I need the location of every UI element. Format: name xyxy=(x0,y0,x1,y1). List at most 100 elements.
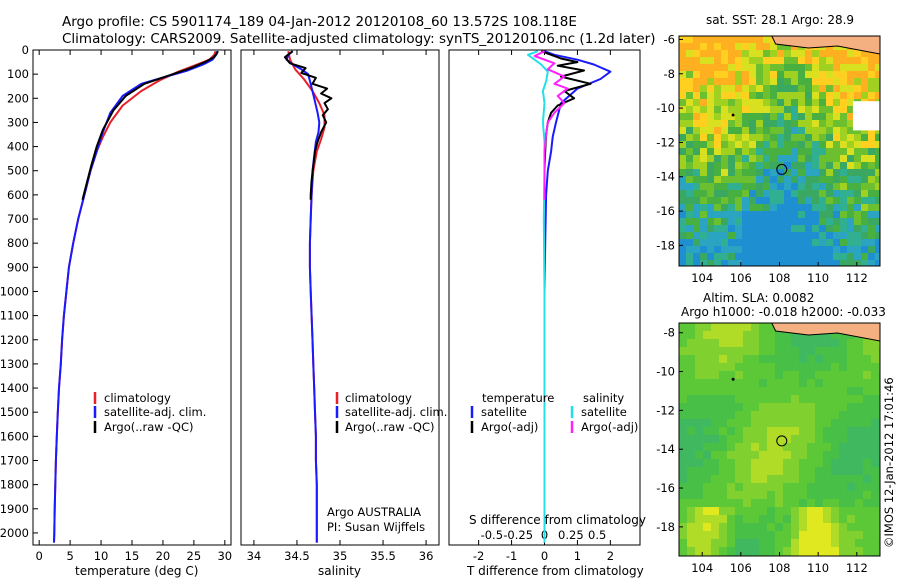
map-cell xyxy=(863,443,872,452)
map-cell xyxy=(767,323,776,332)
map-cell xyxy=(686,71,694,79)
map-cell xyxy=(791,539,800,548)
map-cell xyxy=(868,50,876,58)
map-cell xyxy=(735,515,744,524)
map-cell xyxy=(727,507,736,516)
map-cell xyxy=(807,523,816,532)
map-cell xyxy=(833,253,841,261)
map-cell xyxy=(727,395,736,404)
map-cell xyxy=(798,218,806,226)
map-cell xyxy=(759,339,768,348)
map-cell xyxy=(686,120,694,128)
map-cell xyxy=(831,547,840,556)
map-cell xyxy=(756,92,764,100)
map-cell xyxy=(742,211,750,219)
map-cell xyxy=(815,523,824,532)
map-cell xyxy=(812,211,820,219)
y-tick-label: 300 xyxy=(7,115,29,129)
map-cell xyxy=(727,371,736,380)
legend-label: Argo(..raw -QC) xyxy=(104,420,194,434)
map-cell xyxy=(815,491,824,500)
map-cell xyxy=(868,64,876,72)
map-cell xyxy=(854,246,862,254)
map-cell xyxy=(840,162,848,170)
map-cell xyxy=(815,451,824,460)
map-cell xyxy=(743,363,752,372)
map-cell xyxy=(799,427,808,436)
map-cell xyxy=(863,523,872,532)
legend-label: satellite-adj. clim. xyxy=(104,405,206,419)
map-cell xyxy=(815,355,824,364)
map-cell xyxy=(812,50,820,58)
map-cell xyxy=(791,475,800,484)
map-cell xyxy=(847,197,855,205)
map-cell xyxy=(679,190,687,198)
x-tick-label: 30 xyxy=(217,549,232,563)
map-cell xyxy=(735,197,743,205)
map-cell xyxy=(751,355,760,364)
map-cell xyxy=(854,127,862,135)
map-cell xyxy=(783,507,792,516)
map-cell xyxy=(847,339,856,348)
map-cell xyxy=(855,363,864,372)
map-cell xyxy=(727,331,736,340)
map-cell xyxy=(693,50,701,58)
map-cell xyxy=(783,371,792,380)
map-cell xyxy=(742,92,750,100)
map-cell xyxy=(767,379,776,388)
sla-map-title: Altim. SLA: 0.0082 xyxy=(703,291,814,305)
map-cell xyxy=(854,211,862,219)
map-cell xyxy=(839,443,848,452)
map-cell xyxy=(703,547,712,556)
map-cell xyxy=(868,253,876,261)
map-y-tick-label: -12 xyxy=(656,135,675,149)
map-cell xyxy=(861,197,869,205)
map-cell xyxy=(805,57,813,65)
map-cell xyxy=(700,218,708,226)
map-cell xyxy=(875,127,880,135)
map-cell xyxy=(833,211,841,219)
map-cell xyxy=(854,176,862,184)
map-cell xyxy=(711,491,720,500)
map-cell xyxy=(847,183,855,191)
map-cell xyxy=(695,515,704,524)
map-cell xyxy=(719,459,728,468)
map-cell xyxy=(687,331,696,340)
map-cell xyxy=(777,183,785,191)
map-cell xyxy=(735,85,743,93)
map-cell xyxy=(686,148,694,156)
map-cell xyxy=(784,99,792,107)
map-cell xyxy=(799,371,808,380)
map-cell xyxy=(847,379,856,388)
map-cell xyxy=(721,127,729,135)
map-cell xyxy=(847,169,855,177)
map-x-tick-label: 106 xyxy=(730,271,752,285)
map-cell xyxy=(687,435,696,444)
map-cell xyxy=(812,204,820,212)
map-cell xyxy=(863,467,872,476)
map-cell xyxy=(855,379,864,388)
map-cell xyxy=(854,57,862,65)
map-cell xyxy=(711,523,720,532)
map-cell xyxy=(770,50,778,58)
map-cell xyxy=(815,443,824,452)
map-cell xyxy=(714,134,722,142)
map-cell xyxy=(784,148,792,156)
map-cell xyxy=(791,246,799,254)
map-cell xyxy=(868,204,876,212)
map-cell xyxy=(721,57,729,65)
map-cell xyxy=(700,169,708,177)
map-cell xyxy=(751,547,760,556)
map-cell xyxy=(727,347,736,356)
map-cell xyxy=(711,459,720,468)
map-cell xyxy=(721,36,729,44)
map-cell xyxy=(840,260,848,266)
map-cell xyxy=(777,260,785,266)
map-cell xyxy=(727,363,736,372)
map-cell xyxy=(770,218,778,226)
map-cell xyxy=(693,225,701,233)
map-cell xyxy=(783,475,792,484)
map-cell xyxy=(863,515,872,524)
map-cell xyxy=(847,355,856,364)
map-cell xyxy=(714,211,722,219)
